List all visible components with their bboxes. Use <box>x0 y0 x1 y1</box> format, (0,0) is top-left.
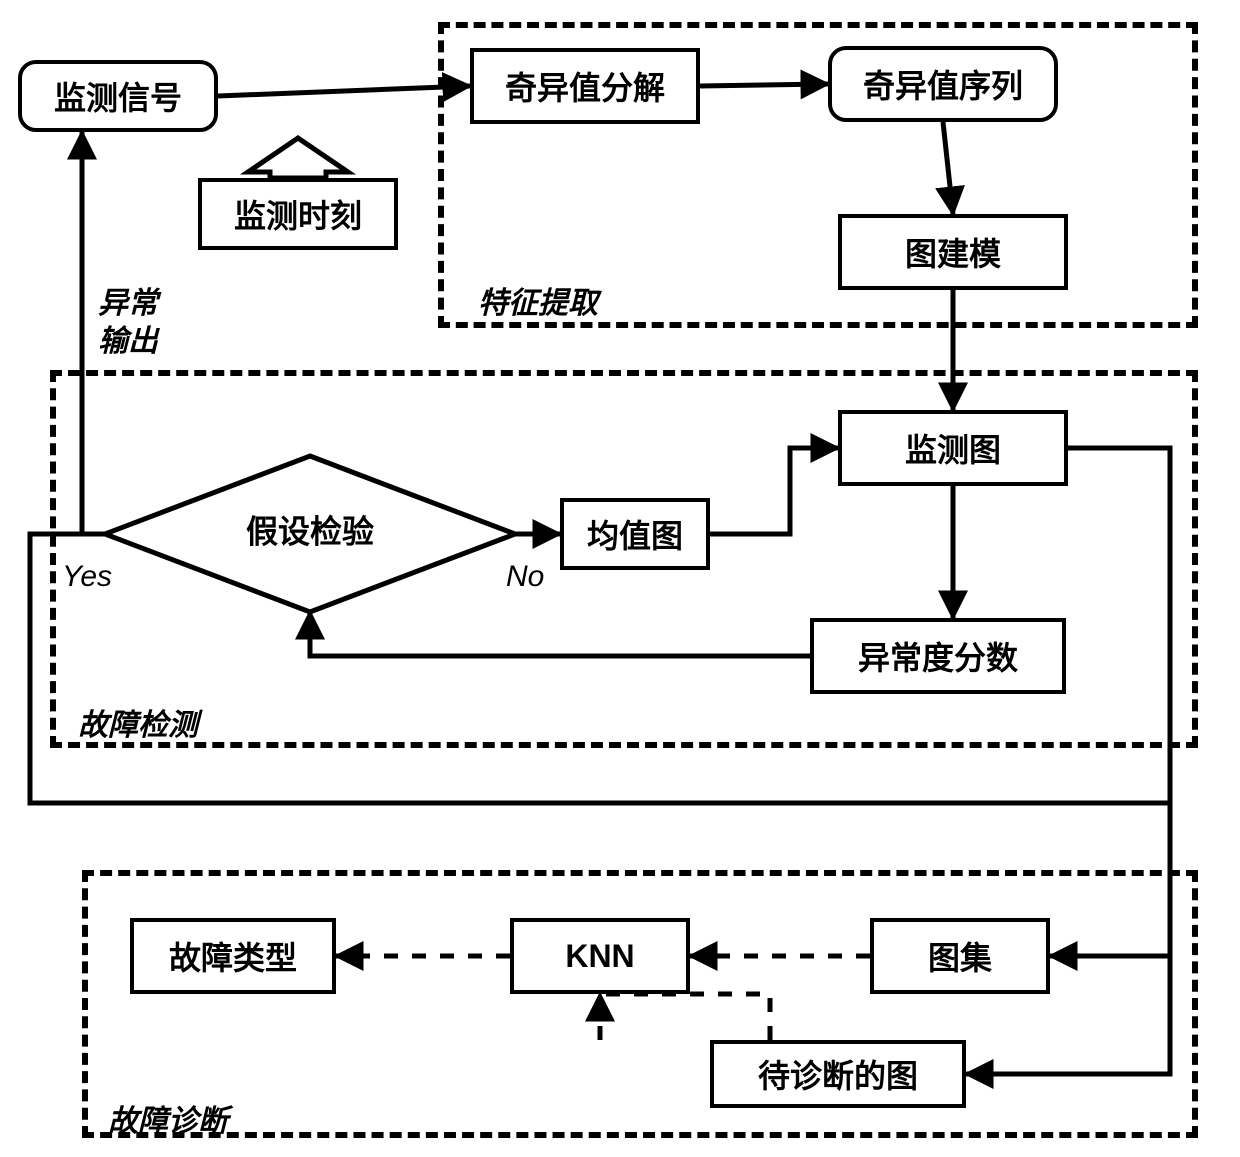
edge-label-yes: Yes <box>62 560 112 594</box>
node-knn: KNN <box>510 918 690 994</box>
label-feature-extract: 特征提取 <box>478 278 598 322</box>
label: 待诊断的图 <box>758 1051 918 1097</box>
label: 奇异值分解 <box>505 63 665 109</box>
node-sv-sequence: 奇异值序列 <box>828 46 1058 122</box>
node-monitor-signal: 监测信号 <box>18 60 218 132</box>
label: 图集 <box>928 933 992 979</box>
label: KNN <box>565 938 634 975</box>
label: 监测时刻 <box>234 191 362 237</box>
label: 图建模 <box>905 229 1001 275</box>
node-monitor-time: 监测时刻 <box>198 178 398 250</box>
node-svd: 奇异值分解 <box>470 48 700 124</box>
label: 异常度分数 <box>858 633 1018 679</box>
label: 监测信号 <box>54 73 182 119</box>
node-monitor-graph: 监测图 <box>838 410 1068 486</box>
node-mean-graph: 均值图 <box>560 498 710 570</box>
label: 均值图 <box>587 511 683 557</box>
label-anomaly-output2: 输出 <box>98 316 158 360</box>
node-fault-type: 故障类型 <box>130 918 336 994</box>
label-fault-diagnose: 故障诊断 <box>108 1096 228 1140</box>
node-graph-model: 图建模 <box>838 214 1068 290</box>
label: 监测图 <box>905 425 1001 471</box>
edge-label-no: No <box>506 560 544 594</box>
node-to-diagnose: 待诊断的图 <box>710 1040 966 1108</box>
label: 故障类型 <box>169 933 297 979</box>
node-anomaly-score: 异常度分数 <box>810 618 1066 694</box>
label-fault-detect: 故障检测 <box>78 700 198 744</box>
node-graph-set: 图集 <box>870 918 1050 994</box>
label: 奇异值序列 <box>863 61 1023 107</box>
region-fault-diagnosis <box>82 870 1198 1138</box>
